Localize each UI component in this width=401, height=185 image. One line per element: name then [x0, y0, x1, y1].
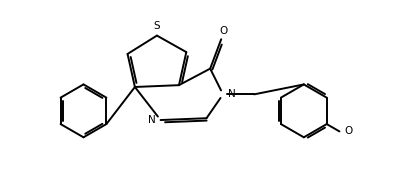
Text: S: S	[153, 21, 160, 31]
Text: O: O	[343, 126, 352, 136]
Text: N: N	[227, 89, 235, 99]
Text: O: O	[219, 26, 227, 36]
Text: N: N	[148, 115, 156, 125]
